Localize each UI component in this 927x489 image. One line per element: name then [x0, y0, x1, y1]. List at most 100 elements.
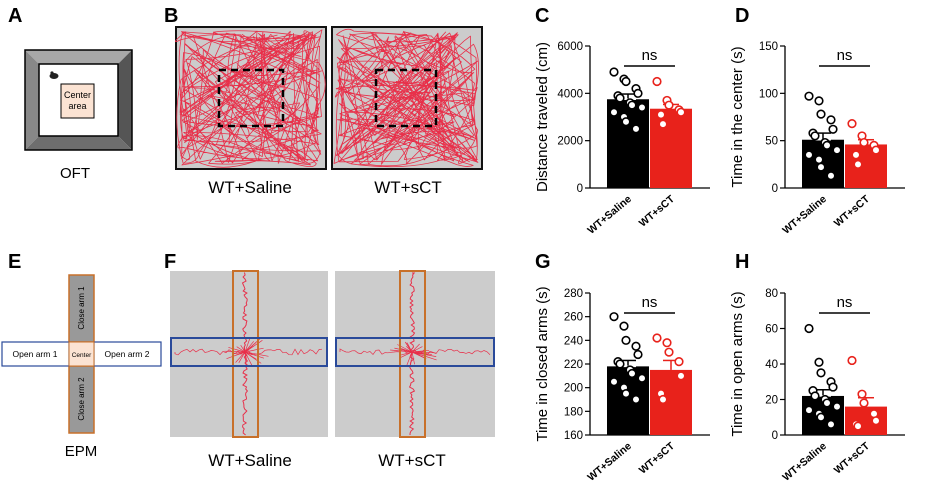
oft-wall-left	[25, 50, 39, 150]
epm-caption: EPM	[65, 443, 98, 460]
data-point	[828, 124, 838, 134]
track-path	[244, 351, 257, 360]
data-point	[615, 359, 625, 369]
y-tick-label: 80	[765, 288, 778, 300]
data-point	[658, 394, 668, 405]
data-point	[859, 398, 869, 408]
track-path	[411, 346, 423, 353]
epm-open-arm-box-sct	[335, 337, 495, 367]
track-path	[411, 351, 415, 365]
track-path	[244, 351, 247, 368]
data-point	[676, 371, 686, 381]
track-path	[224, 350, 246, 353]
data-point	[804, 323, 814, 334]
track-path	[244, 346, 246, 353]
track-path	[244, 340, 263, 353]
data-point	[627, 100, 637, 110]
data-point	[627, 368, 637, 379]
track-path	[400, 351, 413, 358]
data-point	[631, 394, 641, 405]
data-point	[658, 119, 668, 129]
epm-track-label-sct: WT+sCT	[378, 451, 446, 470]
epm-close-arm-top-label: Close arm 1	[77, 286, 86, 330]
epm-closed-arm-box-sct	[399, 270, 426, 438]
y-tick-label: 0	[772, 183, 778, 195]
y-tick-label: 50	[765, 136, 778, 148]
data-point	[871, 416, 881, 426]
y-tick-label: 100	[759, 88, 778, 100]
data-point	[609, 67, 619, 77]
oft-wall-bottom	[25, 136, 132, 150]
panel-label-a: A	[8, 5, 22, 27]
data-point	[633, 88, 643, 98]
data-point	[652, 333, 662, 343]
epm-tracks: WT+Saline WT+sCT	[170, 270, 495, 470]
y-tick-label: 150	[759, 41, 778, 53]
y-tick-label: 220	[564, 359, 583, 371]
significance-label: ns	[837, 47, 853, 64]
track-path	[333, 28, 479, 168]
panel-label-f: F	[164, 251, 176, 273]
data-point	[826, 171, 836, 181]
data-point	[652, 76, 662, 87]
track-path	[400, 351, 413, 356]
data-point	[804, 150, 814, 160]
data-point	[631, 124, 641, 134]
y-tick-label: 180	[564, 406, 583, 418]
epm-open-arm-box-saline	[170, 337, 328, 367]
track-path	[244, 351, 253, 366]
data-point	[674, 357, 684, 367]
oft-center-area	[60, 83, 95, 119]
x-tick-label: WT+sCT	[637, 440, 678, 477]
data-point	[619, 321, 629, 331]
data-point	[826, 419, 836, 429]
chart-time-in-center: Time in the center (s) 0 50 100 150 WT+Saline…	[729, 41, 905, 237]
x-tick-label: WT+sCT	[832, 440, 873, 477]
track-path	[244, 347, 264, 353]
track-path	[236, 346, 246, 353]
data-point	[621, 388, 631, 399]
data-point	[621, 117, 631, 127]
x-tick-label: WT+Saline	[585, 440, 634, 484]
data-point	[631, 341, 641, 351]
y-tick-label: 260	[564, 312, 583, 324]
oft-tracks: WT+Saline WT+sCT	[174, 26, 483, 197]
epm-track-saline	[174, 272, 323, 436]
data-point	[621, 335, 631, 345]
oft-center-label-1: Center	[64, 90, 91, 100]
y-tick-label: 0	[772, 430, 778, 442]
y-tick-label: 2000	[557, 136, 583, 148]
track-path	[411, 351, 436, 354]
data-point	[822, 140, 832, 150]
data-point	[816, 368, 826, 378]
y-tick-label: 240	[564, 335, 583, 347]
epm-close-arm-bottom	[68, 365, 95, 434]
data-point	[847, 119, 857, 129]
epm-open-arm-right	[93, 341, 162, 367]
significance-label: ns	[642, 47, 658, 64]
oft-outer-border	[24, 49, 133, 151]
y-tick-label: 40	[765, 359, 778, 371]
panel-label-c: C	[535, 5, 549, 27]
significance-label: ns	[642, 294, 658, 311]
oft-floor	[38, 63, 119, 137]
epm-center	[68, 341, 95, 367]
y-axis-label: Distance traveled (cm)	[534, 42, 551, 192]
y-tick-label: 280	[564, 288, 583, 300]
epm-arena-sct	[335, 271, 495, 437]
track-path	[240, 345, 246, 353]
data-point	[851, 150, 861, 160]
data-point	[816, 162, 826, 172]
data-point	[814, 155, 824, 165]
y-tick-label: 4000	[557, 88, 583, 100]
data-point	[621, 76, 631, 87]
oft-schematic: Center area OFT	[24, 49, 133, 182]
track-path	[390, 349, 413, 353]
track-path	[244, 351, 269, 357]
data-point	[853, 159, 863, 169]
data-point	[847, 355, 857, 366]
data-point	[664, 347, 674, 357]
oft-track-label-sct: WT+sCT	[374, 178, 442, 197]
x-tick-label: WT+sCT	[832, 193, 873, 230]
